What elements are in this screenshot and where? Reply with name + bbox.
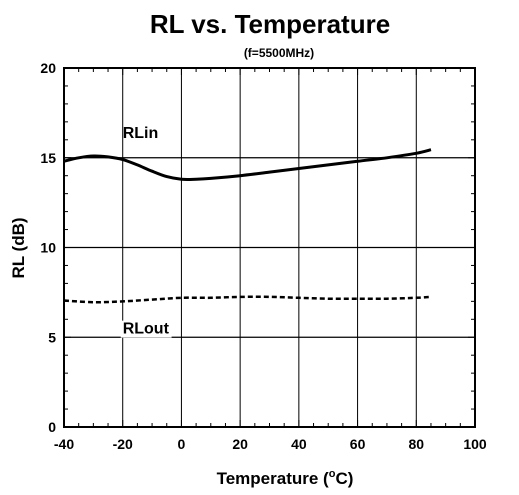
series-line-rlout: [63, 295, 432, 304]
series-line-rlin: [63, 148, 432, 182]
chart-title: RL vs. Temperature: [150, 9, 390, 39]
grid-lines: [64, 68, 475, 427]
x-tick-label: 80: [408, 436, 424, 452]
x-axis-label-main: Temperature (: [217, 469, 329, 488]
series-label-background: [120, 320, 172, 338]
x-axis-label: Temperature (oC): [217, 468, 354, 488]
x-axis-label-degree: o: [329, 468, 336, 480]
x-tick-label: 0: [178, 436, 186, 452]
y-tick-label: 5: [48, 329, 56, 345]
series-labels: RLin RLout: [120, 125, 172, 338]
series-label-rlin: RLin: [123, 125, 159, 142]
y-tick-label: 15: [40, 150, 56, 166]
y-axis-label: RL (dB): [9, 217, 28, 278]
x-tick-label: 20: [232, 436, 248, 452]
axis-tick-labels: -40 -20 0 20 40 60 80 100 0 5 10 15 20: [40, 60, 486, 452]
x-tick-label: 60: [350, 436, 366, 452]
x-axis-label-unit: C): [335, 469, 353, 488]
series-layer: [63, 148, 432, 304]
y-tick-label: 20: [40, 60, 56, 76]
y-tick-label: 0: [48, 419, 56, 435]
x-tick-label: 40: [291, 436, 307, 452]
y-tick-label: 10: [40, 240, 56, 256]
x-tick-label: -20: [113, 436, 133, 452]
x-tick-label: -40: [54, 436, 74, 452]
plot-frame: [63, 67, 476, 428]
chart-subtitle: (f=5500MHz): [244, 46, 314, 60]
series-label-rlout: RLout: [123, 321, 170, 338]
x-tick-label: 100: [463, 436, 487, 452]
